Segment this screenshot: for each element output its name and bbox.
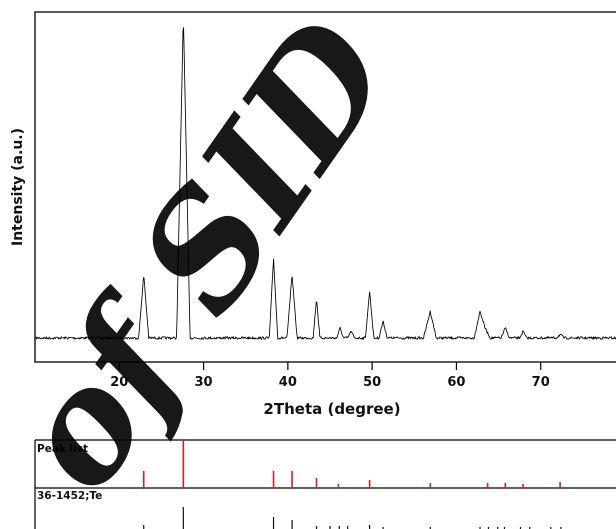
- x-tick-label-40: 40: [279, 375, 297, 390]
- reference-label: 36-1452;Te: [37, 490, 102, 502]
- peak-list-label: Peak list: [37, 443, 88, 455]
- reference-sticks: [143, 507, 562, 529]
- x-tick-label-60: 60: [447, 375, 465, 390]
- x-axis-label: 2Theta (degree): [263, 400, 400, 418]
- xrd-pattern-line: [35, 27, 616, 340]
- x-axis-tick-labels: 20 30 40 50 60 70: [110, 375, 550, 390]
- y-axis-label: Intensity (a.u.): [10, 128, 26, 246]
- peak-list-sticks: [142, 440, 561, 488]
- x-tick-label-30: 30: [195, 375, 213, 390]
- watermark: of SID: [0, 0, 426, 521]
- x-tick-label-70: 70: [532, 375, 550, 390]
- x-axis-ticks: [118, 362, 542, 370]
- plot-frame: [34, 11, 616, 363]
- x-tick-label-50: 50: [363, 375, 381, 390]
- x-tick-label-20: 20: [110, 375, 128, 390]
